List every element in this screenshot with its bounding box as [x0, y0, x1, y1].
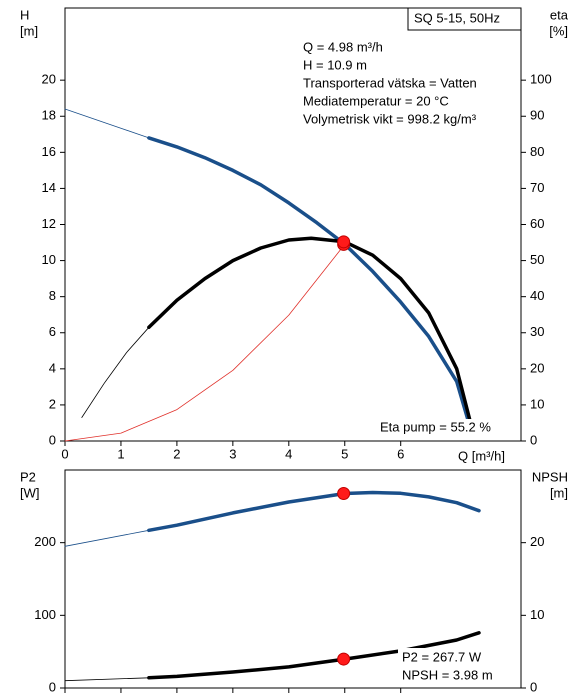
info-line: P2 = 267.7 W — [402, 649, 482, 664]
x-tick-label: 6 — [397, 446, 404, 461]
duty-point — [337, 486, 351, 500]
y-axis-label: H — [20, 7, 29, 22]
y-tick-label: 0 — [49, 432, 56, 447]
y-tick-label: 12 — [42, 216, 56, 231]
y2-tick-label: 30 — [530, 324, 544, 339]
y-tick-label: 18 — [42, 108, 56, 123]
y-axis-label: P2 — [20, 469, 36, 484]
info-line: H = 10.9 m — [303, 57, 367, 72]
curve — [147, 236, 473, 425]
y2-tick-label: 10 — [530, 607, 544, 622]
y2-axis-label: [%] — [549, 23, 568, 38]
y-tick-label: 0 — [49, 679, 56, 694]
curve — [64, 677, 150, 682]
note-bg — [398, 648, 518, 686]
x-tick-label: 0 — [61, 446, 68, 461]
x-tick-label: 3 — [229, 446, 236, 461]
info-line: Q = 4.98 m³/h — [303, 39, 383, 54]
y-tick-label: 200 — [34, 534, 56, 549]
y-tick-label: 20 — [42, 72, 56, 87]
curve — [81, 326, 150, 418]
y2-axis-label: eta — [550, 7, 569, 22]
y2-tick-label: 0 — [530, 432, 537, 447]
y2-tick-label: 60 — [530, 216, 544, 231]
x-tick-label: 4 — [285, 446, 292, 461]
title-box — [407, 7, 522, 31]
y2-tick-label: 70 — [530, 180, 544, 195]
y2-axis-label: NPSH — [532, 469, 568, 484]
curve — [64, 529, 150, 547]
y-axis-label: [m] — [20, 23, 38, 38]
duty-point — [337, 235, 351, 249]
duty-point — [337, 652, 351, 666]
x-axis-label: Q [m³/h] — [458, 448, 505, 463]
y-tick-label: 4 — [49, 360, 56, 375]
info-line: Transporterad vätska = Vatten — [303, 75, 477, 90]
y2-tick-label: 50 — [530, 252, 544, 267]
curve — [64, 108, 150, 139]
x-tick-label: 5 — [341, 446, 348, 461]
curve — [147, 631, 481, 680]
x-tick-label: 1 — [117, 446, 124, 461]
y-tick-label: 100 — [34, 607, 56, 622]
info-line: Mediatemperatur = 20 °C — [303, 93, 449, 108]
chart-title: SQ 5-15, 50Hz — [414, 10, 500, 25]
info-line: Volymetrisk vikt = 998.2 kg/m³ — [303, 111, 477, 126]
y-tick-label: 8 — [49, 288, 56, 303]
y2-axis-label: [m] — [550, 485, 568, 500]
y-tick-label: 6 — [49, 324, 56, 339]
y-axis-label: [W] — [20, 485, 40, 500]
y2-tick-label: 80 — [530, 144, 544, 159]
y2-tick-label: 0 — [530, 679, 537, 694]
y2-tick-label: 100 — [530, 72, 552, 87]
note-bg — [376, 419, 518, 437]
plot-frame — [64, 469, 522, 689]
y-tick-label: 2 — [49, 396, 56, 411]
y-tick-label: 16 — [42, 144, 56, 159]
x-tick-label: 2 — [173, 446, 180, 461]
eta-note: Eta pump = 55.2 % — [380, 419, 491, 434]
curve — [147, 136, 470, 422]
info-line: NPSH = 3.98 m — [402, 667, 493, 682]
y2-tick-label: 90 — [530, 108, 544, 123]
curve — [147, 490, 481, 533]
y2-tick-label: 20 — [530, 360, 544, 375]
curve — [64, 243, 346, 442]
y2-tick-label: 10 — [530, 396, 544, 411]
y-tick-label: 10 — [42, 252, 56, 267]
y2-tick-label: 40 — [530, 288, 544, 303]
y-tick-label: 14 — [42, 180, 56, 195]
y2-tick-label: 20 — [530, 534, 544, 549]
